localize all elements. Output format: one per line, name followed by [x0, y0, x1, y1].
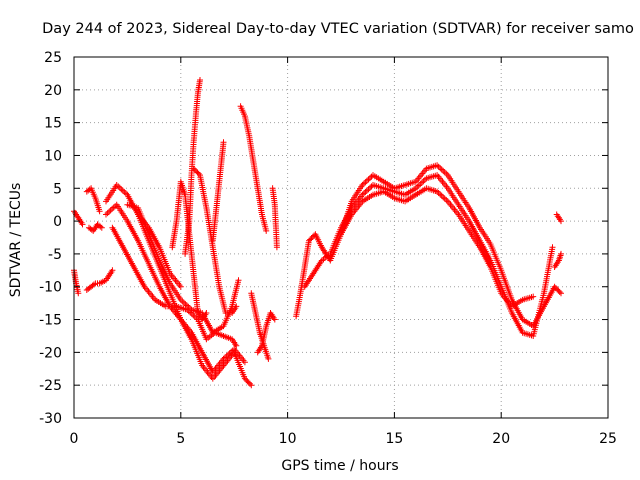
x-tick-label: 25 — [599, 431, 617, 447]
plus-markers — [553, 211, 564, 225]
y-tick-label: -5 — [48, 247, 62, 263]
series-arc-22 — [553, 211, 564, 225]
chart-title: Day 244 of 2023, Sidereal Day-to-day VTE… — [42, 21, 634, 37]
series-arc-19 — [293, 162, 564, 330]
plus-markers — [293, 162, 564, 330]
plus-markers — [551, 250, 564, 270]
y-axis-label: SDTVAR / TECUs — [8, 183, 24, 298]
plus-markers — [83, 185, 103, 215]
series-arc-18 — [269, 185, 280, 251]
y-tick-label: 15 — [44, 116, 62, 132]
plus-markers — [338, 185, 537, 310]
x-tick-label: 0 — [70, 431, 79, 447]
y-tick-label: -15 — [39, 313, 62, 329]
series-arc-3 — [83, 267, 116, 293]
x-tick-label: 10 — [279, 431, 297, 447]
data-points — [71, 77, 564, 389]
series-arc-11 — [169, 178, 210, 323]
y-tick-label: 0 — [53, 214, 62, 230]
y-tick-label: -20 — [39, 345, 62, 361]
series-arc-20 — [301, 172, 556, 339]
series-arc-17 — [248, 290, 272, 362]
plot-frame — [73, 56, 609, 419]
y-tick-label: 20 — [44, 83, 62, 99]
plus-markers — [237, 103, 270, 234]
series-arc-7 — [103, 201, 248, 376]
plus-markers — [269, 185, 280, 251]
plus-markers — [182, 77, 203, 257]
x-axis-label: GPS time / hours — [281, 458, 398, 474]
y-tick-label: -30 — [39, 411, 62, 427]
series-arc-8 — [109, 224, 240, 349]
x-tick-labels: 0 5 10 15 20 25 — [70, 431, 617, 447]
plus-markers — [109, 224, 240, 349]
y-tick-label: 5 — [53, 181, 62, 197]
y-tick-label: 25 — [44, 50, 62, 66]
y-tick-labels: -30 -25 -20 -15 -10 -5 0 5 10 15 20 25 — [39, 50, 62, 427]
series-arc-12 — [182, 77, 203, 257]
plus-markers — [83, 267, 116, 293]
series-arc-23 — [551, 250, 564, 270]
plus-markers — [103, 201, 248, 376]
plus-markers — [248, 290, 272, 362]
series-arc-21 — [338, 185, 537, 310]
plus-markers — [169, 178, 210, 323]
y-tick-label: -10 — [39, 280, 62, 296]
axis-ticks — [73, 56, 609, 419]
plus-markers — [86, 221, 105, 234]
series-arc-5 — [86, 221, 105, 234]
series-arc-4 — [83, 185, 103, 215]
series-arc-14 — [209, 139, 227, 244]
series-arc-15 — [237, 103, 270, 234]
x-tick-label: 20 — [492, 431, 510, 447]
series-arc-10 — [135, 211, 184, 290]
x-tick-label: 15 — [385, 431, 403, 447]
plus-markers — [135, 211, 184, 290]
plus-markers — [209, 139, 227, 244]
x-tick-label: 5 — [176, 431, 185, 447]
plus-markers — [301, 172, 556, 339]
y-tick-label: -25 — [39, 378, 62, 394]
y-tick-label: 10 — [44, 148, 62, 164]
